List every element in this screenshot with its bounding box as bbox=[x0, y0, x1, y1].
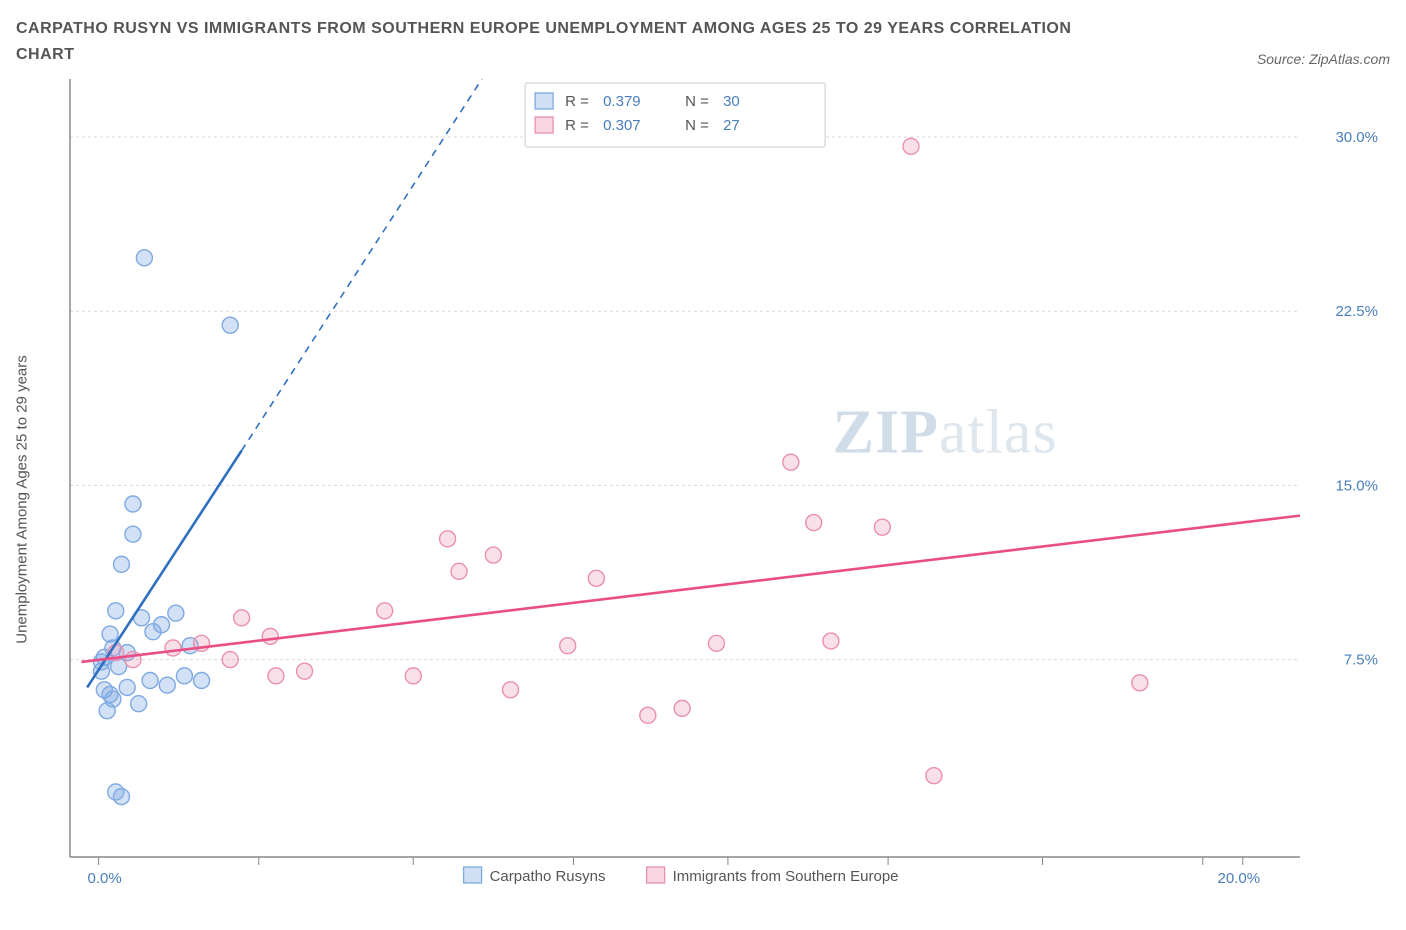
data-point bbox=[222, 317, 238, 333]
data-point bbox=[440, 531, 456, 547]
legend-swatch bbox=[535, 93, 553, 109]
data-point bbox=[136, 250, 152, 266]
trend-line-extension bbox=[242, 79, 482, 451]
legend-r-value: 0.307 bbox=[603, 117, 641, 134]
chart-title: CARPATHO RUSYN VS IMMIGRANTS FROM SOUTHE… bbox=[16, 16, 1116, 67]
data-point bbox=[194, 673, 210, 689]
data-point bbox=[485, 547, 501, 563]
data-point bbox=[108, 603, 124, 619]
data-point bbox=[105, 691, 121, 707]
data-point bbox=[111, 659, 127, 675]
data-point bbox=[926, 768, 942, 784]
data-point bbox=[234, 610, 250, 626]
data-point bbox=[119, 680, 135, 696]
data-point bbox=[222, 652, 238, 668]
data-point bbox=[874, 519, 890, 535]
data-point bbox=[268, 668, 284, 684]
data-point bbox=[297, 663, 313, 679]
x-tick-label: 0.0% bbox=[88, 870, 122, 887]
data-point bbox=[806, 515, 822, 531]
data-point bbox=[113, 789, 129, 805]
data-point bbox=[131, 696, 147, 712]
data-point bbox=[1132, 675, 1148, 691]
legend-r-label: R = bbox=[565, 93, 589, 110]
legend-n-value: 27 bbox=[723, 117, 740, 134]
bottom-legend-label: Carpatho Rusyns bbox=[490, 868, 606, 885]
data-point bbox=[113, 557, 129, 573]
data-point bbox=[262, 629, 278, 645]
data-point bbox=[503, 682, 519, 698]
data-point bbox=[674, 701, 690, 717]
data-point bbox=[708, 636, 724, 652]
data-point bbox=[159, 677, 175, 693]
y-tick-label: 15.0% bbox=[1335, 478, 1378, 495]
data-point bbox=[154, 617, 170, 633]
scatter-chart-svg: ZIPatlas 7.5% 15.0% 22.5% 30.0% 0.0% 20.0% R = 0… bbox=[16, 71, 1390, 911]
y-tick-label: 30.0% bbox=[1335, 129, 1378, 146]
data-point bbox=[125, 526, 141, 542]
legend-n-label: N = bbox=[685, 93, 709, 110]
data-point bbox=[142, 673, 158, 689]
bottom-legend-label: Immigrants from Southern Europe bbox=[673, 868, 899, 885]
data-point bbox=[165, 640, 181, 656]
source-label: Source: ZipAtlas.com bbox=[1257, 51, 1390, 67]
legend-swatch bbox=[535, 117, 553, 133]
y-tick-label: 7.5% bbox=[1344, 652, 1378, 669]
data-point bbox=[451, 564, 467, 580]
trend-line bbox=[81, 516, 1300, 662]
data-point bbox=[903, 139, 919, 155]
data-point bbox=[640, 708, 656, 724]
data-point bbox=[588, 571, 604, 587]
y-axis-label: Unemployment Among Ages 25 to 29 years bbox=[14, 355, 31, 644]
data-point bbox=[823, 633, 839, 649]
data-point bbox=[377, 603, 393, 619]
data-point bbox=[102, 626, 118, 642]
data-point bbox=[405, 668, 421, 684]
legend-n-label: N = bbox=[685, 117, 709, 134]
data-point bbox=[125, 496, 141, 512]
legend-n-value: 30 bbox=[723, 93, 740, 110]
y-tick-label: 22.5% bbox=[1335, 303, 1378, 320]
bottom-legend-swatch bbox=[464, 867, 482, 883]
data-point bbox=[783, 454, 799, 470]
legend-r-label: R = bbox=[565, 117, 589, 134]
data-point bbox=[560, 638, 576, 654]
x-tick-label: 20.0% bbox=[1218, 870, 1261, 887]
chart-header: CARPATHO RUSYN VS IMMIGRANTS FROM SOUTHE… bbox=[16, 16, 1390, 67]
data-point bbox=[176, 668, 192, 684]
chart-area: Unemployment Among Ages 25 to 29 years Z… bbox=[16, 71, 1390, 911]
legend-r-value: 0.379 bbox=[603, 93, 641, 110]
data-point bbox=[168, 605, 184, 621]
watermark: ZIPatlas bbox=[833, 399, 1058, 467]
bottom-legend-swatch bbox=[647, 867, 665, 883]
